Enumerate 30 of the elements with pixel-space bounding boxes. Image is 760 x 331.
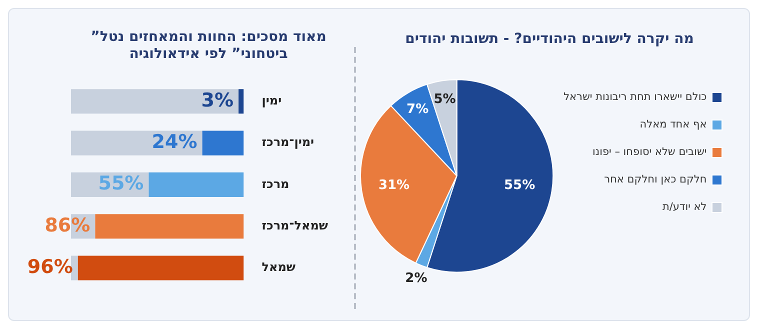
data-label: 55% bbox=[98, 172, 144, 195]
y-tick-label: ימין bbox=[262, 94, 282, 108]
legend-label: לא יודע/ת bbox=[662, 201, 707, 214]
legend-label: כולם יישארו תחת ריבונות ישראל bbox=[564, 91, 707, 104]
y-tick-label: מרכז bbox=[262, 176, 290, 191]
bar bbox=[71, 256, 78, 280]
y-tick-label: ימין־מרכז bbox=[262, 135, 314, 150]
bar bbox=[78, 256, 244, 280]
legend-label: ישובים שלא יסופחו – יפונו bbox=[592, 146, 707, 158]
bar bbox=[238, 89, 244, 114]
chart-title: ”מאוד מסכים: החוות והמאחזים נטל ביטחוני” לפי אידאולוגיה bbox=[90, 29, 326, 62]
bar bbox=[71, 130, 202, 156]
chart-title: מה יקרה לישובים היהודיים? - תשובות יהודים bbox=[405, 31, 694, 48]
data-label: 24% bbox=[152, 130, 198, 153]
data-label: 55% bbox=[504, 178, 536, 194]
legend-label: אף אחד מאלה bbox=[640, 118, 707, 131]
bar bbox=[95, 214, 244, 239]
data-label: 7% bbox=[406, 102, 429, 117]
bar bbox=[71, 89, 239, 114]
data-label: 31% bbox=[378, 178, 410, 194]
data-label: 86% bbox=[44, 214, 90, 236]
data-label: 96% bbox=[27, 256, 73, 278]
y-tick-label: שמאל־מרכז bbox=[262, 218, 328, 232]
bar bbox=[202, 130, 244, 156]
bar bbox=[148, 172, 244, 197]
legend-label: חלקם כאן וחלקם אחר bbox=[604, 174, 707, 186]
data-label: 3% bbox=[201, 89, 234, 112]
y-tick-label: שמאל bbox=[262, 260, 296, 274]
data-label: 5% bbox=[434, 92, 456, 108]
data-label: 2% bbox=[405, 270, 428, 286]
